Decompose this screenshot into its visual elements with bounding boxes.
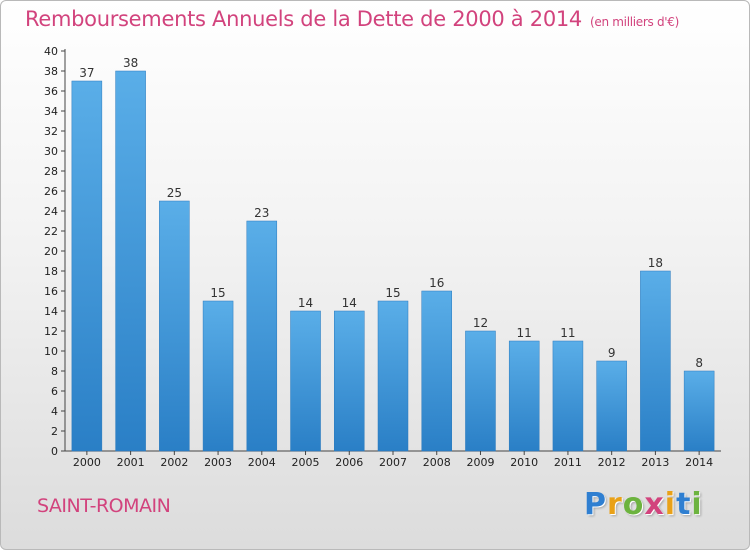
y-tick-label: 28 [44,165,58,178]
bar-2005 [290,310,321,452]
x-tick-label: 2010 [510,456,538,469]
bar-2000 [71,80,103,452]
y-tick-label: 0 [51,445,58,458]
y-tick-label: 40 [44,45,58,58]
y-tick-label: 2 [51,425,58,438]
y-tick-label: 8 [51,365,58,378]
y-tick-label: 18 [44,265,58,278]
logo-letter: x [644,487,665,522]
chart-title-text: Remboursements Annuels de la Dette de 20… [25,7,582,31]
logo-letter: i [691,487,703,522]
x-tick-label: 2001 [117,456,145,469]
x-tick-label: 2009 [466,456,494,469]
y-tick-label: 38 [44,65,58,78]
y-tick-label: 24 [44,205,58,218]
y-tick-label: 4 [51,405,58,418]
y-tick-label: 10 [44,345,58,358]
bar-2007 [377,300,409,452]
data-label: 38 [123,56,138,70]
y-tick-label: 12 [44,325,58,338]
data-label: 18 [648,256,663,270]
x-tick-label: 2004 [248,456,276,469]
bar-2014 [683,370,715,452]
data-label: 16 [429,276,444,290]
bar-2003 [202,300,234,452]
data-label: 11 [517,326,532,340]
y-tick-label: 26 [44,185,58,198]
y-tick-label: 6 [51,385,58,398]
data-label: 14 [298,296,313,310]
x-tick-label: 2014 [685,456,713,469]
logo-letter: i [664,487,677,522]
x-tick-label: 2011 [554,456,582,469]
data-label: 23 [254,206,269,220]
y-tick-label: 30 [44,145,58,158]
x-tick-label: 2006 [335,456,363,469]
x-tick-label: 2002 [160,456,188,469]
bar-2004 [246,220,278,452]
logo-letter: P [584,487,607,522]
data-label: 14 [342,296,357,310]
bar-2002 [159,200,190,452]
x-tick-label: 2012 [598,456,626,469]
y-tick-label: 22 [44,225,58,238]
bar-2008 [421,290,452,452]
y-tick-label: 36 [44,85,58,98]
data-label: 8 [695,356,703,370]
logo-letter: t [676,487,692,522]
data-label: 37 [79,66,94,80]
x-tick-label: 2008 [423,456,451,469]
bar-2010 [508,340,540,452]
data-label: 11 [560,326,575,340]
bar-2011 [552,340,584,452]
x-tick-label: 2000 [73,456,101,469]
bar-2012 [596,360,627,452]
x-tick-label: 2003 [204,456,232,469]
bar-2013 [640,270,671,452]
proxiti-logo[interactable]: Proxiti [584,487,703,522]
bar-2006 [334,310,365,452]
x-tick-label: 2013 [641,456,669,469]
y-tick-label: 16 [44,285,58,298]
x-tick-label: 2007 [379,456,407,469]
chart-title: Remboursements Annuels de la Dette de 20… [25,7,679,31]
commune-name: SAINT-ROMAIN [37,495,171,517]
y-tick-label: 32 [44,125,58,138]
data-label: 9 [608,346,616,360]
bar-2009 [465,330,496,452]
y-tick-label: 14 [44,305,58,318]
logo-letter: r [607,487,623,522]
data-label: 15 [210,286,225,300]
data-label: 25 [167,186,182,200]
y-tick-label: 34 [44,105,58,118]
data-label: 15 [385,286,400,300]
x-tick-label: 2005 [292,456,320,469]
y-tick-label: 20 [44,245,58,258]
logo-letter: o [622,487,645,522]
bar-2001 [115,70,146,452]
chart-unit-note: (en milliers d'€) [590,15,680,29]
data-label: 12 [473,316,488,330]
